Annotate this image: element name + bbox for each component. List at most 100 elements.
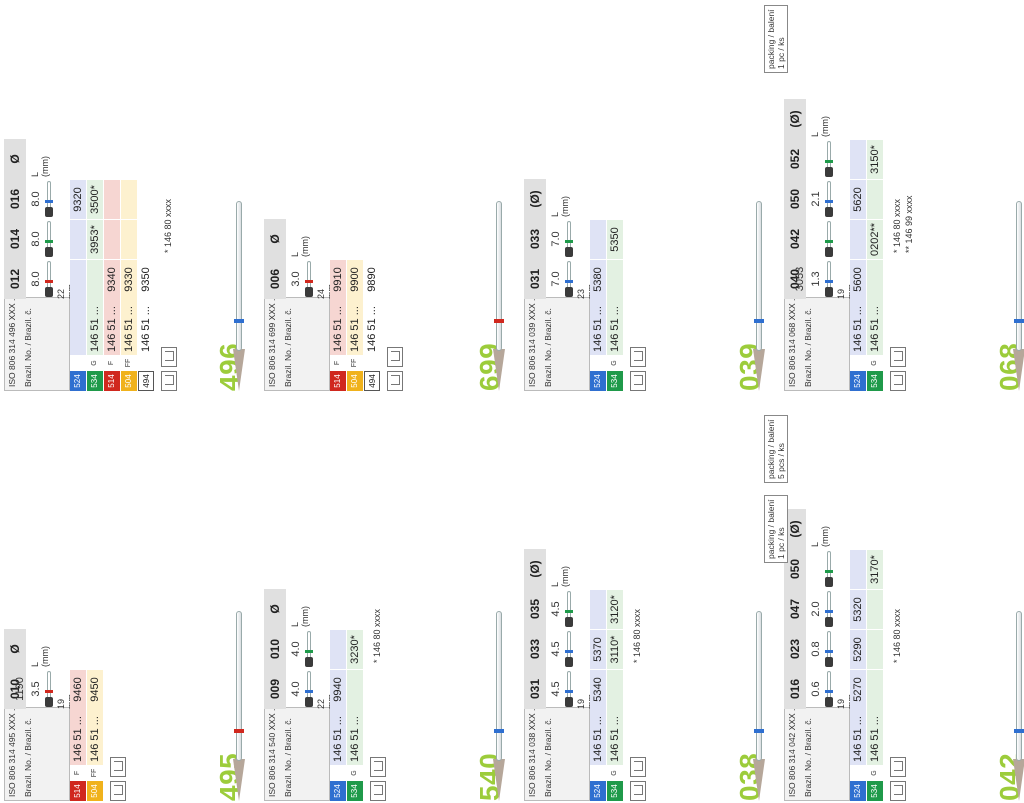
order-number-cell bbox=[121, 219, 137, 259]
order-row: 524 146 51 ... 5600 5620 bbox=[850, 11, 866, 391]
product-card-495: 495 ISO 806 314 495 XXX ... Brazil. No. / … bbox=[0, 408, 251, 803]
grit-letter bbox=[330, 765, 346, 781]
product-card-rotated: 496 ISO 806 314 496 XXX ... Brazil. No. / … bbox=[0, 0, 251, 393]
size-header: 052 bbox=[784, 138, 806, 179]
brazil-label: Brazil. No. / Brazil. č. bbox=[543, 718, 553, 797]
length-value: 2.0 bbox=[810, 601, 822, 617]
instrument-drawing bbox=[1016, 201, 1024, 391]
length-unit-label: L (mm) bbox=[30, 646, 50, 667]
order-number-cell bbox=[104, 219, 120, 259]
grit-letter: G bbox=[871, 770, 878, 776]
brazil-label: Brazil. No. / Brazil. č. bbox=[803, 718, 813, 797]
iso-header: ISO 806 314 540 XXX ... Brazil. No. / Bra… bbox=[264, 704, 330, 801]
length-value: 8.0 bbox=[30, 271, 42, 287]
order-number-cell: 9900 bbox=[347, 259, 363, 299]
order-row: 534 G 146 51 ... 3170* bbox=[867, 421, 883, 801]
grit-code-badge: 504 bbox=[347, 371, 363, 391]
order-number-cell bbox=[850, 139, 866, 179]
product-card-rotated: 039 ISO 806 314 039 XXX ... Brazil. No. / … bbox=[520, 0, 771, 393]
iso-header: ISO 806 314 699 XXX ... Brazil. No. / Bra… bbox=[264, 294, 330, 391]
order-number-cell bbox=[867, 669, 883, 709]
base-number: 146 51 ... bbox=[850, 299, 866, 355]
order-number-cell: 9350 bbox=[138, 259, 154, 299]
footnote: * 146 80 xxxx bbox=[892, 608, 902, 663]
order-number-cell bbox=[607, 259, 623, 299]
length-value: 3.0 bbox=[290, 271, 302, 287]
product-card-rotated: 495 ISO 806 314 495 XXX ... Brazil. No. / … bbox=[0, 408, 251, 803]
product-card-496: 496 ISO 806 314 496 XXX ... Brazil. No. / … bbox=[0, 0, 251, 393]
length-unit-label: L (mm) bbox=[290, 606, 310, 627]
application-icon bbox=[630, 371, 646, 391]
base-number: 146 51 ... bbox=[330, 299, 346, 355]
order-number-cell bbox=[121, 179, 137, 219]
grit-code-badge: 504 bbox=[121, 371, 137, 391]
base-number: 146 51 ... bbox=[867, 299, 883, 355]
order-row: 524 146 51 ... 5270 5290 5320 bbox=[850, 421, 866, 801]
footnote: * 146 80 xxxx bbox=[632, 608, 642, 663]
brazil-label: Brazil. No. / Brazil. č. bbox=[283, 718, 293, 797]
instrument-shank bbox=[1016, 611, 1022, 761]
order-number-cell bbox=[138, 219, 154, 259]
size-header: 009 bbox=[264, 668, 286, 709]
order-number-cell: 9940 bbox=[330, 669, 346, 709]
iso-header: ISO 806 314 068 XXX ... Brazil. No. / Bra… bbox=[784, 294, 850, 391]
grit-letter bbox=[850, 355, 866, 371]
bur-band bbox=[825, 570, 833, 573]
instrument-shank bbox=[496, 611, 502, 761]
application-icon bbox=[161, 371, 177, 391]
order-row: 534 G 146 51 ... 3110* 3120* bbox=[607, 421, 623, 801]
length-value: 4.5 bbox=[550, 641, 562, 657]
length-value: 1.3 bbox=[810, 271, 822, 287]
grit-code-badge: 534 bbox=[347, 781, 363, 801]
size-header: 042 bbox=[784, 218, 806, 259]
grit-code-badge: 494 bbox=[138, 371, 154, 391]
application-icon-2 bbox=[630, 757, 646, 777]
bur-illustration bbox=[825, 551, 833, 587]
order-number-cell bbox=[347, 669, 363, 709]
bur-head bbox=[825, 657, 833, 667]
bur-illustration bbox=[565, 591, 573, 627]
order-number-cell: 3150* bbox=[867, 139, 883, 179]
order-number-cell bbox=[330, 629, 346, 669]
bur-illustration bbox=[825, 261, 833, 297]
instrument-color-band bbox=[494, 729, 504, 733]
grit-letter: G bbox=[611, 360, 618, 366]
base-number: 146 51 ... bbox=[347, 299, 363, 355]
grit-code-badge: 504 bbox=[87, 781, 103, 801]
instrument-drawing bbox=[756, 201, 762, 391]
base-number: 146 51 ... bbox=[590, 299, 606, 355]
packing-box-2: packing / balení 1 pc / ks bbox=[764, 495, 788, 563]
bur-band bbox=[45, 200, 53, 203]
size-header: (Ø) bbox=[524, 178, 546, 219]
length-value: 0.8 bbox=[810, 641, 822, 657]
grit-code-badge: 514 bbox=[70, 781, 86, 801]
grit-letter bbox=[590, 765, 606, 781]
order-number-cell: 9450 bbox=[87, 669, 103, 709]
size-header: 010 bbox=[264, 628, 286, 669]
bur-head bbox=[565, 247, 573, 257]
base-number: 146 51 ... bbox=[70, 709, 86, 765]
bur-band bbox=[565, 690, 573, 693]
order-number-cell: 5600 bbox=[850, 259, 866, 299]
base-number: 146 51 ... bbox=[867, 709, 883, 765]
order-number-cell: 5290 bbox=[850, 629, 866, 669]
iso-header: ISO 806 314 495 XXX ... Brazil. No. / Bra… bbox=[4, 704, 70, 801]
size-header: 047 bbox=[784, 588, 806, 629]
size-extra-value: 3053 bbox=[794, 266, 806, 292]
bur-band bbox=[825, 200, 833, 203]
base-number: 146 51 ... bbox=[330, 709, 346, 765]
length-unit-label: L (mm) bbox=[810, 526, 830, 547]
order-number-cell: 3120* bbox=[607, 589, 623, 629]
instrument-shank bbox=[756, 611, 762, 761]
order-number-cell bbox=[867, 629, 883, 669]
iso-header: ISO 806 314 039 XXX ... Brazil. No. / Bra… bbox=[524, 294, 590, 391]
instrument-color-band bbox=[234, 319, 244, 323]
length-unit-label: L (mm) bbox=[290, 236, 310, 257]
order-number-cell bbox=[590, 219, 606, 259]
bur-illustration bbox=[825, 221, 833, 257]
bur-illustration bbox=[305, 261, 313, 297]
instrument-shank bbox=[236, 201, 242, 351]
bur-illustration bbox=[825, 671, 833, 707]
bur-band bbox=[45, 240, 53, 243]
order-row: 494 146 51 ... 9350 bbox=[138, 11, 154, 391]
